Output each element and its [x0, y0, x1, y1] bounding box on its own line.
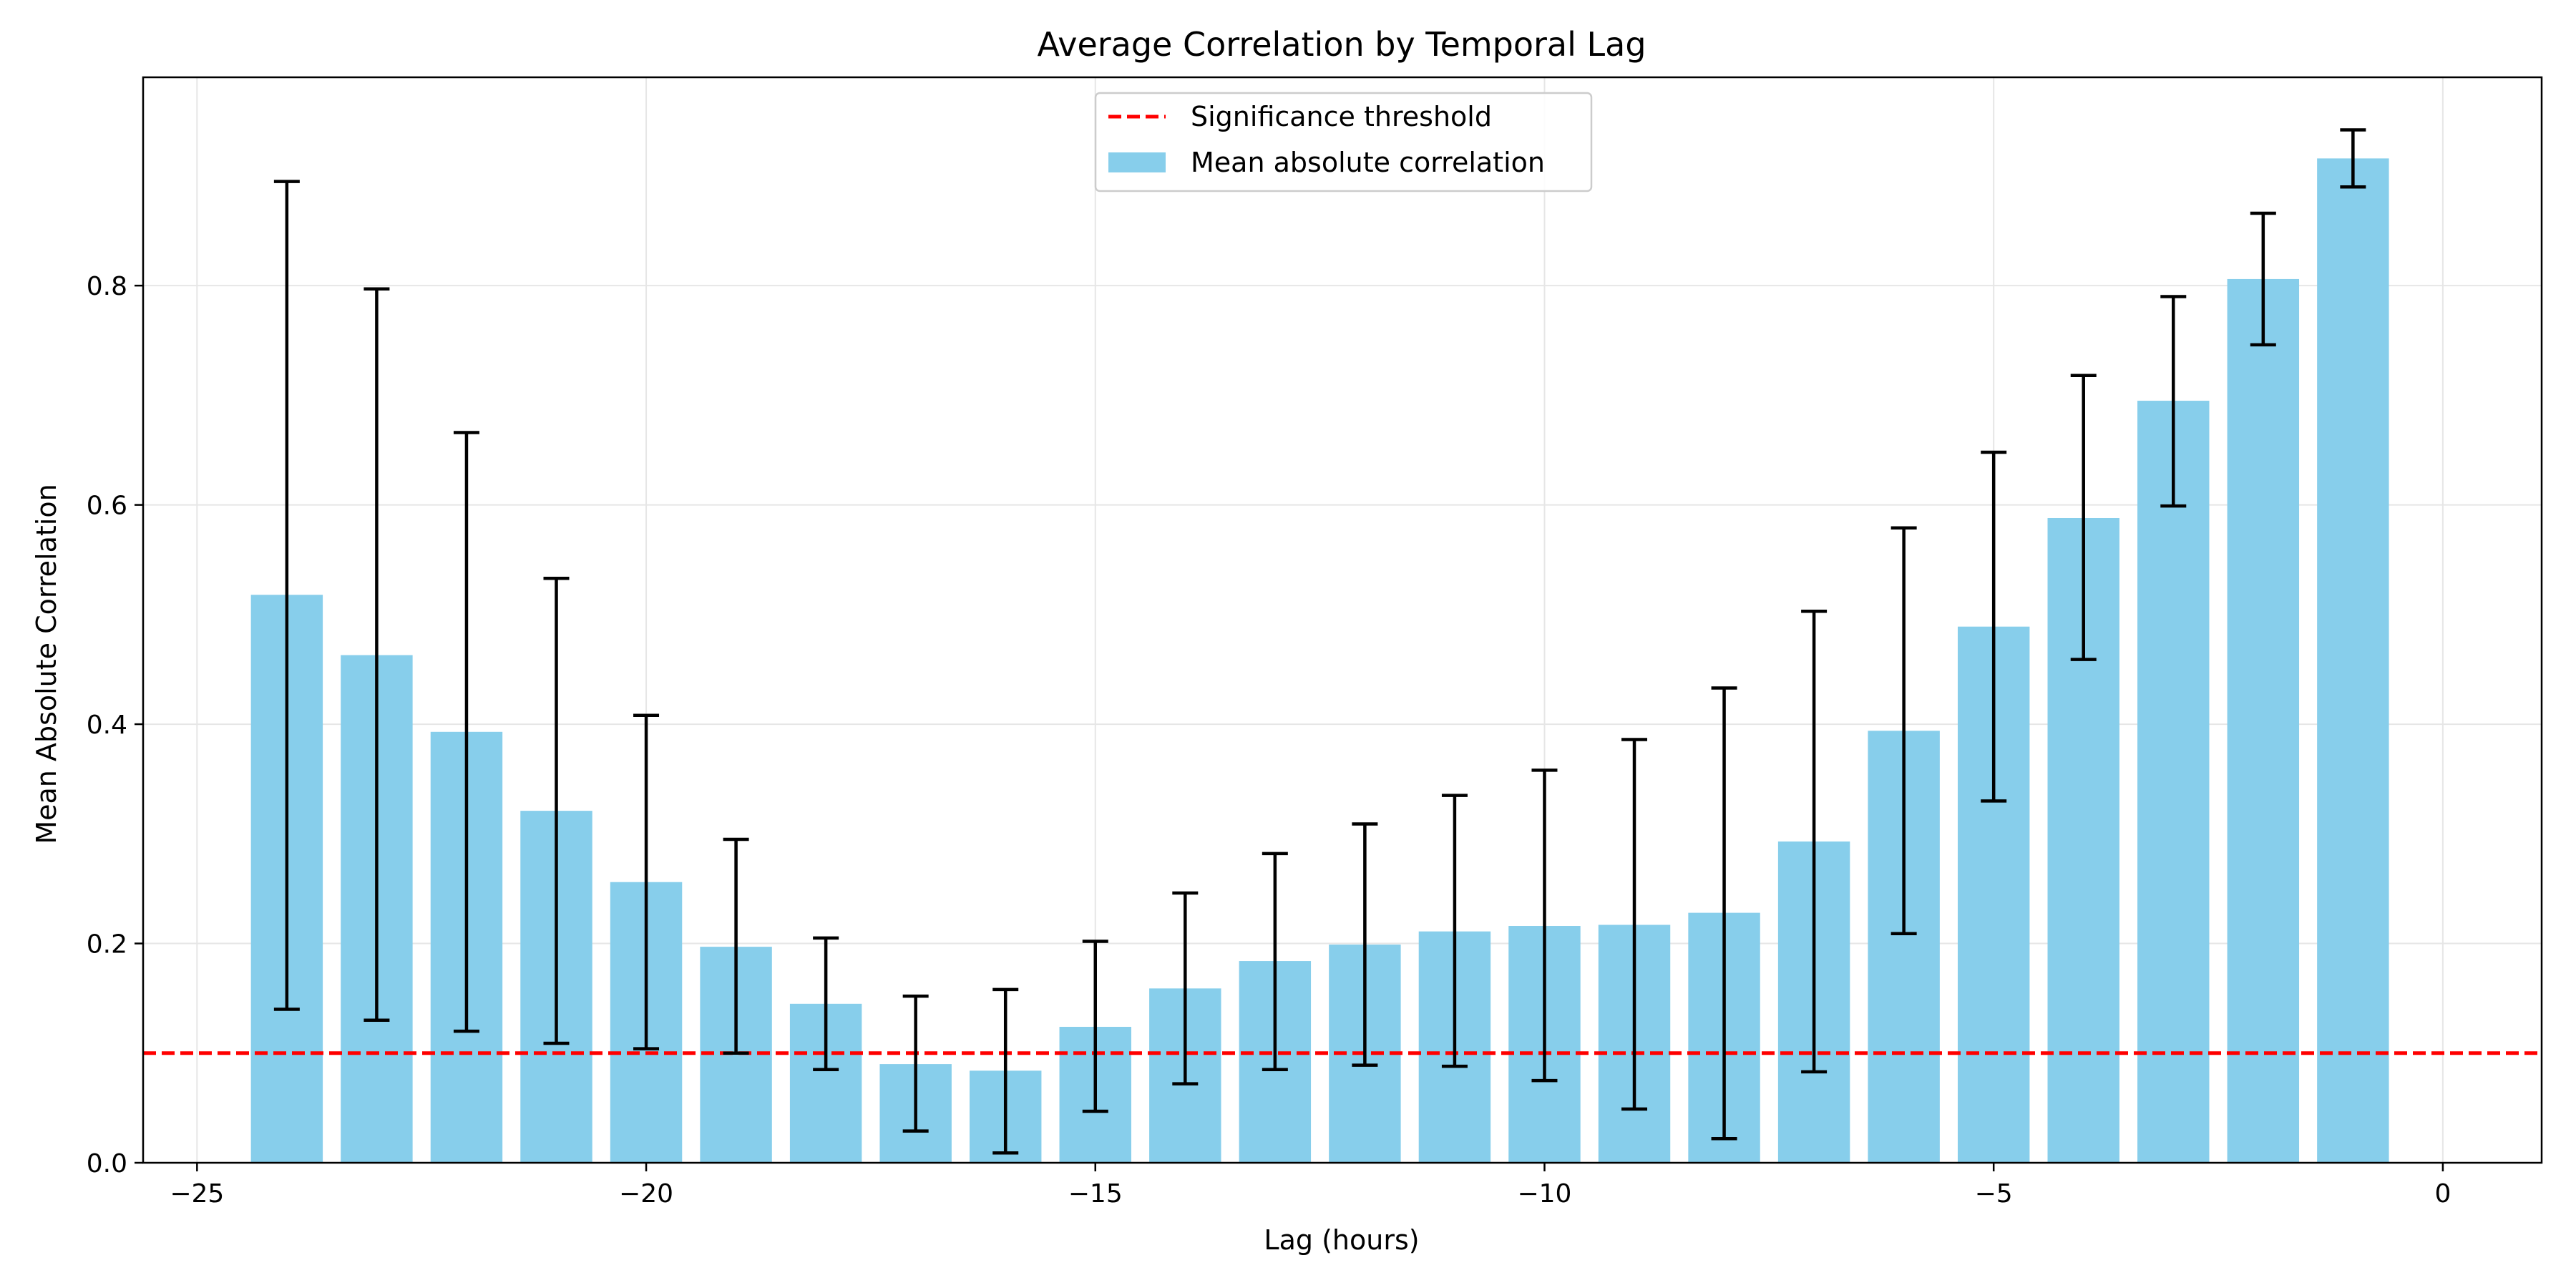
errorbars-layer — [273, 128, 2366, 1155]
legend: Significance threshold Mean absolute cor… — [1094, 92, 1593, 192]
error-bar — [1621, 738, 1648, 1111]
error-bar — [1981, 450, 2007, 803]
error-bar — [364, 287, 390, 1023]
x-tick-label: −5 — [1975, 1179, 2013, 1209]
error-bar — [273, 180, 300, 1011]
x-tick-label: −20 — [619, 1179, 673, 1209]
y-tick-label: 0.6 — [87, 492, 127, 521]
error-bar — [453, 431, 479, 1033]
y-tick-label: 0.0 — [87, 1149, 127, 1179]
y-tick-label: 0.8 — [87, 272, 127, 301]
plot-frame — [142, 76, 2543, 1164]
error-bar — [2250, 211, 2276, 347]
y-tick-label: 0.2 — [87, 930, 127, 960]
bars-layer — [250, 158, 2389, 1163]
error-bar — [902, 994, 929, 1133]
chart-title: Average Correlation by Temporal Lag — [1037, 25, 1646, 64]
x-axis-label: Lag (hours) — [1264, 1224, 1419, 1256]
legend-bar-label: Mean absolute correlation — [1191, 147, 1545, 178]
x-tick-label: −15 — [1068, 1179, 1123, 1209]
error-bar — [2070, 374, 2097, 661]
error-bar — [813, 936, 839, 1072]
x-tick-label: 0 — [2434, 1179, 2451, 1209]
bar — [2227, 278, 2300, 1163]
error-bar — [633, 713, 660, 1050]
error-bar — [1890, 526, 1917, 935]
x-tick-label: −10 — [1517, 1179, 1571, 1209]
bar — [2137, 401, 2210, 1163]
legend-box — [1094, 92, 1593, 192]
error-bar — [1441, 794, 1468, 1068]
error-bar — [1262, 852, 1288, 1072]
x-tick-label: −25 — [170, 1179, 224, 1209]
error-bar — [543, 577, 570, 1045]
error-bar — [992, 987, 1019, 1155]
error-bar — [1172, 891, 1199, 1085]
legend-bar-swatch — [1108, 152, 1166, 172]
error-bar — [2160, 295, 2187, 508]
error-bar — [1801, 609, 1828, 1074]
ticks-layer: −25 −20 −15 −10 −5 0 0.0 0.2 0.4 0.6 0.8 — [87, 272, 2451, 1209]
error-bar — [1352, 822, 1378, 1067]
error-bar — [1531, 769, 1558, 1083]
error-bar — [2340, 128, 2366, 189]
legend-threshold-label: Significance threshold — [1191, 101, 1492, 132]
error-bar — [723, 837, 749, 1055]
error-bar — [1711, 686, 1737, 1141]
bar — [2317, 158, 2389, 1163]
y-axis-label: Mean Absolute Correlation — [31, 484, 62, 844]
error-bar — [1082, 940, 1108, 1113]
y-tick-label: 0.4 — [87, 711, 127, 740]
